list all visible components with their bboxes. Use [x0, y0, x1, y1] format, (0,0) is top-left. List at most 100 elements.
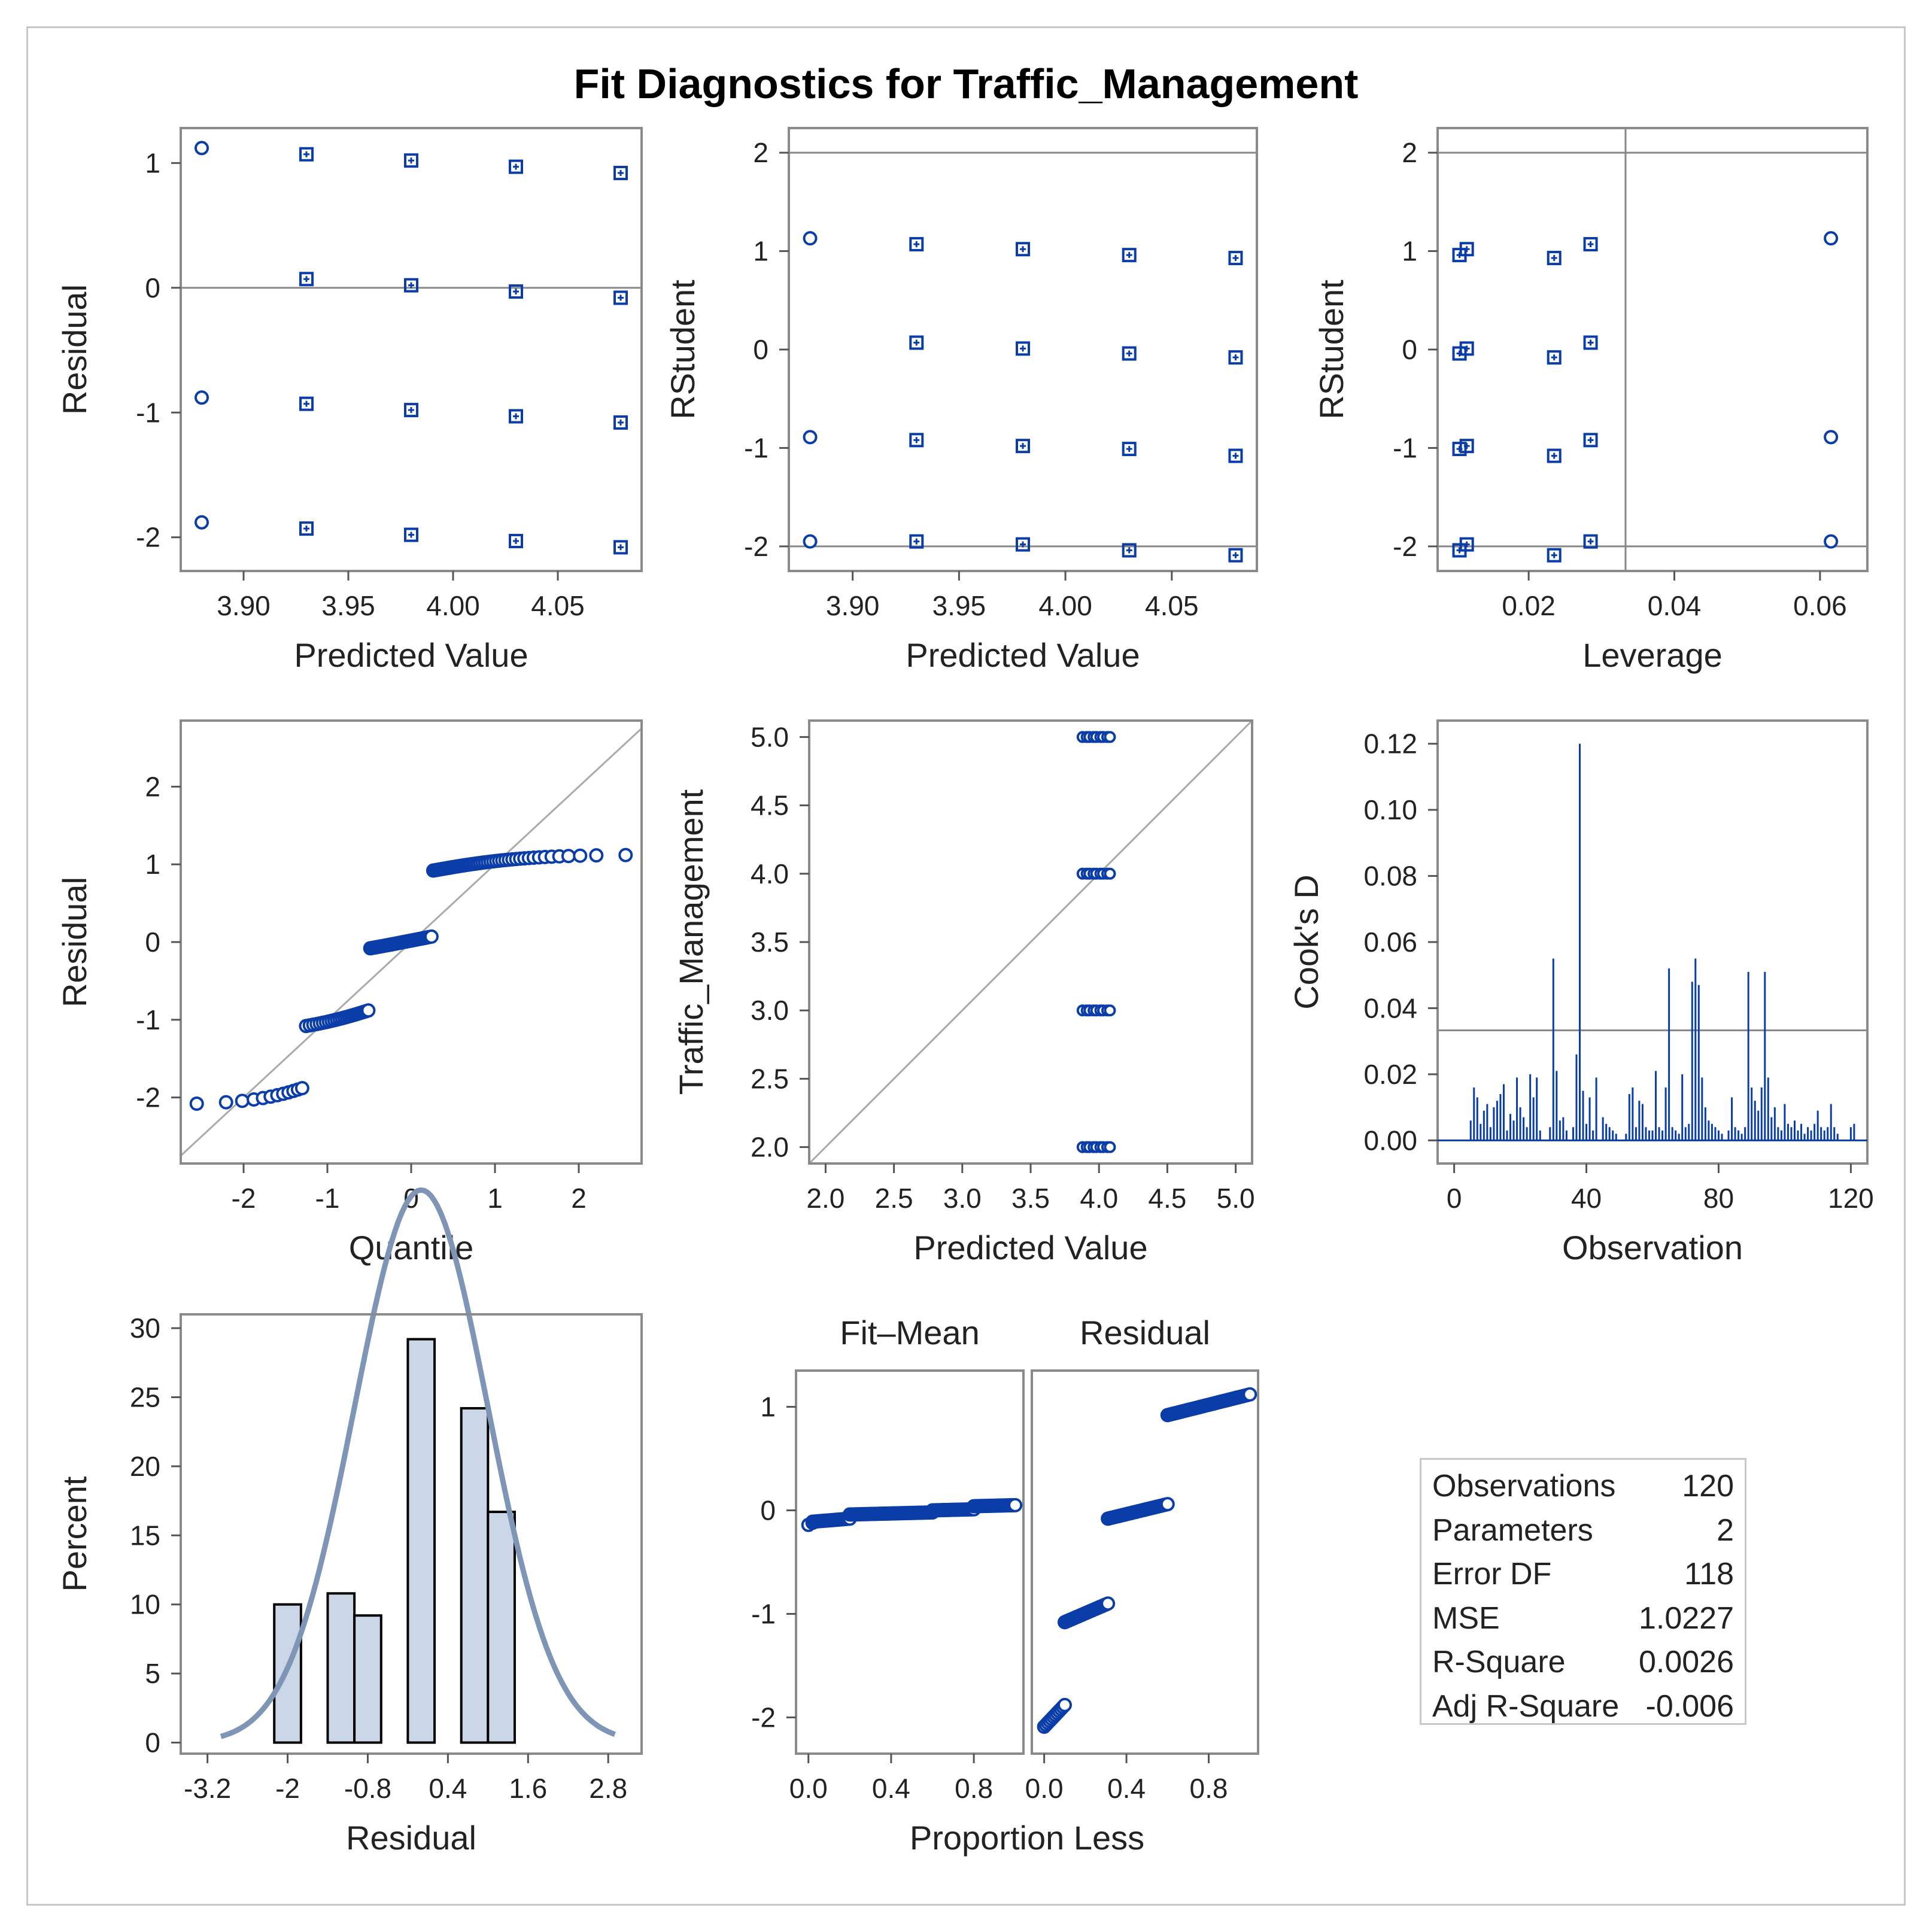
resid-vs-pred-y-tick-label: 0 — [145, 272, 160, 303]
rstudent-vs-leverage-data-point — [1452, 442, 1467, 457]
qq-resid-y-tick-label: -1 — [136, 1004, 160, 1035]
rf-residual-data-point — [1101, 1596, 1116, 1611]
resid-vs-pred-y-tick-label: -2 — [136, 522, 160, 553]
rstudent-vs-leverage-y-axis-label: RStudent — [1313, 280, 1350, 420]
rstudent-vs-leverage-data-point — [1459, 439, 1474, 454]
obs-vs-pred-y-tick-label: 2.0 — [751, 1132, 789, 1163]
resid-hist-bar — [326, 1592, 356, 1744]
qq-resid-data-point — [294, 1081, 309, 1096]
rstudent-vs-pred-data-point — [1016, 341, 1030, 356]
resid-hist-y-axis-label: Percent — [56, 1476, 93, 1591]
rstudent-vs-pred-data-point — [803, 231, 818, 246]
resid-vs-pred-y-tick-label: 1 — [145, 147, 160, 178]
cooks-d-x-tick-label: 120 — [1828, 1183, 1874, 1214]
qq-resid-data-point — [424, 929, 439, 944]
cooks-d-x-tick-label: 80 — [1703, 1183, 1734, 1214]
rstudent-vs-leverage-data-point — [1547, 448, 1562, 463]
rstudent-vs-leverage-data-point — [1459, 242, 1474, 257]
obs-vs-pred-y-tick-label: 4.5 — [751, 790, 789, 821]
fit-stat-parameters: Parameters 2 — [1432, 1512, 1734, 1548]
resid-vs-pred-data-point — [195, 141, 209, 156]
resid-hist-bar — [406, 1338, 436, 1744]
obs-vs-pred-x-tick-label: 4.5 — [1148, 1183, 1186, 1214]
rstudent-vs-leverage-data-point — [1547, 350, 1562, 365]
fit-statistics-table: Observations 120 Parameters 2 Error DF 118 … — [1420, 1458, 1746, 1725]
rstudent-vs-leverage-plot-frame — [1436, 127, 1869, 572]
resid-hist-y-tick-label: 5 — [145, 1658, 160, 1689]
resid-hist-y-tick-label: 25 — [130, 1381, 160, 1412]
obs-vs-pred-y-axis-label: Traffic_Management — [672, 789, 710, 1095]
resid-hist-y-tick-label: 30 — [130, 1313, 160, 1344]
rstudent-vs-leverage-data-point — [1547, 548, 1562, 563]
rstudent-vs-pred-x-tick-label: 3.95 — [932, 590, 986, 621]
qq-resid-y-tick-label: 0 — [145, 926, 160, 958]
rstudent-vs-leverage-x-tick-label: 0.04 — [1648, 590, 1702, 621]
resid-vs-pred-data-point — [195, 390, 209, 405]
rf-fit-mean-x-tick-label: 0.4 — [872, 1773, 910, 1804]
resid-vs-pred-data-point — [404, 278, 418, 293]
resid-hist-y-tick-label: 10 — [130, 1589, 160, 1620]
qq-resid-x-tick-label: -2 — [232, 1183, 256, 1214]
rf-residual-data-point — [1057, 1697, 1072, 1712]
rstudent-vs-pred-x-tick-label: 4.00 — [1038, 590, 1092, 621]
resid-vs-pred-data-point — [509, 533, 523, 548]
qq-resid-x-tick-label: 1 — [487, 1183, 503, 1214]
resid-vs-pred-data-point — [299, 272, 314, 287]
rstudent-vs-leverage-data-point — [1824, 231, 1839, 246]
rstudent-vs-pred-data-point — [909, 237, 924, 252]
resid-vs-pred-x-axis-label: Predicted Value — [294, 636, 528, 674]
resid-vs-pred-x-tick-label: 3.95 — [321, 590, 375, 621]
obs-vs-pred-x-tick-label: 3.5 — [1011, 1183, 1050, 1214]
cooks-d-y-tick-label: 0.02 — [1363, 1059, 1417, 1090]
resid-vs-pred-data-point — [509, 159, 523, 174]
qq-resid-data-point — [618, 847, 633, 862]
resid-vs-pred-data-point — [613, 415, 628, 430]
rstudent-vs-pred-data-point — [1122, 442, 1137, 457]
rf-fit-mean-data-point — [1008, 1497, 1023, 1512]
qq-resid-data-point — [235, 1093, 250, 1108]
qq-resid-x-tick-label: 2 — [571, 1183, 587, 1214]
fit-stat-error-df: Error DF 118 — [1432, 1557, 1734, 1591]
resid-hist-x-tick-label: 0.4 — [429, 1773, 467, 1804]
rf-x-axis-label: Proportion Less — [910, 1819, 1144, 1857]
qq-resid-data-point — [573, 848, 588, 863]
rstudent-vs-leverage-y-tick-label: 1 — [1402, 236, 1417, 267]
qq-resid-y-tick-label: 1 — [145, 849, 160, 880]
rstudent-vs-pred-data-point — [909, 433, 924, 448]
cooks-d-y-tick-label: 0.04 — [1363, 992, 1417, 1023]
resid-hist-plot-frame — [180, 1313, 643, 1755]
resid-vs-pred-y-axis-label: Residual — [56, 284, 93, 415]
rf-residual-panel-frame — [1031, 1369, 1259, 1755]
rstudent-vs-pred-y-tick-label: 1 — [753, 236, 768, 267]
rf-residual-data-point — [1243, 1387, 1257, 1402]
resid-hist-bar — [353, 1614, 382, 1744]
rstudent-vs-pred-data-point — [1228, 350, 1243, 365]
rstudent-vs-leverage-data-point — [1583, 433, 1598, 448]
resid-hist-normal-curve — [220, 1187, 616, 1739]
rf-residual-x-tick-label: 0.4 — [1107, 1773, 1146, 1804]
qq-resid-y-tick-label: -2 — [136, 1082, 160, 1113]
resid-vs-pred-data-point — [613, 290, 628, 305]
qq-resid-data-point — [189, 1096, 204, 1111]
rstudent-vs-pred-data-point — [1016, 439, 1030, 454]
rstudent-vs-leverage-x-tick-label: 0.02 — [1502, 590, 1556, 621]
fit-stat-r-square: R-Square 0.0026 — [1432, 1645, 1734, 1679]
resid-vs-pred-x-tick-label: 3.90 — [217, 590, 271, 621]
rstudent-vs-pred-data-point — [1228, 548, 1243, 563]
rf-fit-mean-x-tick-label: 0.0 — [789, 1773, 828, 1804]
rstudent-vs-pred-data-point — [1228, 251, 1243, 266]
obs-vs-pred-data-point — [1104, 867, 1116, 880]
obs-vs-pred-x-tick-label: 4.0 — [1080, 1183, 1118, 1214]
resid-vs-pred-data-point — [404, 403, 418, 418]
rstudent-vs-pred-data-point — [803, 534, 818, 549]
resid-hist-x-tick-label: -0.8 — [344, 1773, 391, 1804]
cooks-d-y-tick-label: 0.10 — [1363, 794, 1417, 825]
rstudent-vs-leverage-data-point — [1583, 534, 1598, 549]
obs-vs-pred-y-tick-label: 3.5 — [751, 926, 789, 958]
figure-frame — [26, 26, 1906, 1906]
obs-vs-pred-y-tick-label: 5.0 — [751, 721, 789, 752]
qq-resid-y-tick-label: 2 — [145, 771, 160, 802]
rstudent-vs-pred-data-point — [1122, 346, 1137, 361]
resid-hist-bar — [460, 1407, 490, 1744]
resid-vs-pred-data-point — [509, 409, 523, 424]
